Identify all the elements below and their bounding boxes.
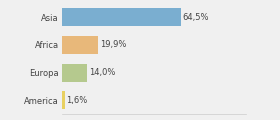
Bar — [62, 8, 181, 26]
Text: 14,0%: 14,0% — [89, 68, 115, 77]
Text: 1,6%: 1,6% — [66, 96, 87, 105]
Text: 64,5%: 64,5% — [182, 13, 209, 22]
Bar — [62, 91, 65, 109]
Bar — [62, 64, 87, 82]
Text: 19,9%: 19,9% — [100, 41, 126, 49]
Bar — [62, 36, 98, 54]
